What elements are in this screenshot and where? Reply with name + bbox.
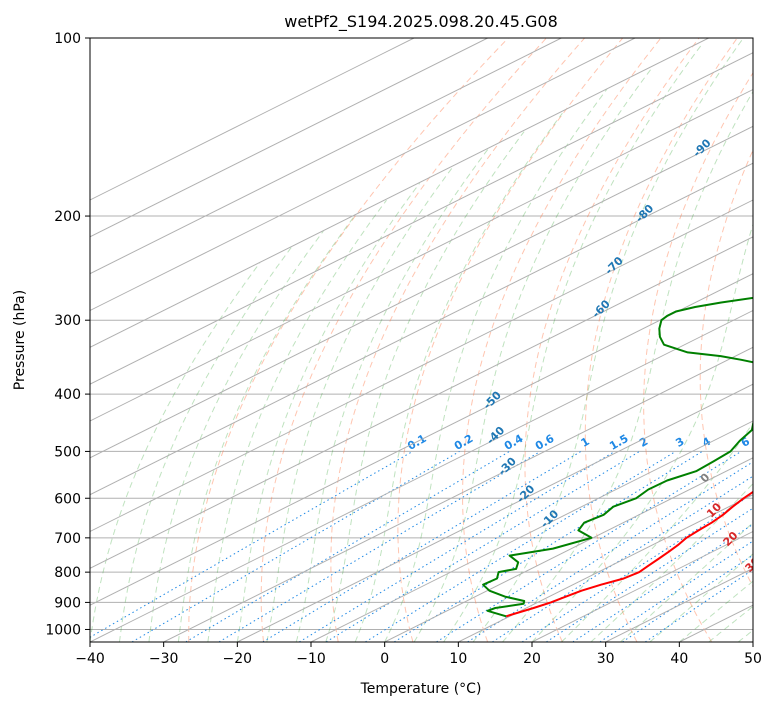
moist-adiabat-line [354, 112, 563, 642]
y-tick-label: 600 [54, 491, 81, 507]
y-tick-label: 200 [54, 209, 81, 225]
moist-adiabat-line [561, 421, 753, 642]
isotherm-line [163, 346, 753, 642]
chart-title: wetPf2_S194.2025.098.20.45.G08 [284, 12, 558, 32]
dry-adiabat-line [462, 38, 662, 642]
moist-adiabat-line [384, 88, 608, 642]
y-tick-label: 300 [54, 313, 81, 329]
y-tick-label: 700 [54, 531, 81, 547]
isotherm-line [384, 457, 753, 642]
dry-adiabat-line [397, 38, 624, 642]
moist-adiabat-line [148, 230, 324, 642]
x-axis-ticks: −40 −30 −20 −10 0 10 20 30 40 50 [75, 642, 762, 667]
moist-adiabat-line [236, 182, 421, 642]
x-tick-label: 0 [380, 651, 389, 667]
mixing-ratio-line [262, 450, 582, 642]
moist-adiabat-line [472, 38, 744, 642]
x-tick-label: 50 [744, 651, 762, 667]
moist-adiabat-line [649, 553, 753, 642]
moist-adiabat-line [177, 215, 355, 642]
x-tick-label: −20 [223, 651, 253, 667]
dry-adiabat-line [584, 38, 738, 642]
mixing-ratio-line [644, 569, 753, 642]
moist-adiabats [90, 38, 753, 642]
moist-adiabat-line [413, 66, 653, 642]
isotherm-line [237, 383, 753, 642]
x-tick-label: −40 [75, 651, 105, 667]
pressure-gridlines [90, 38, 753, 630]
isotherm-line [90, 38, 415, 201]
isotherm-line [90, 38, 636, 312]
mixing-ratio-line [218, 450, 541, 642]
mixing-ratio-line [393, 450, 703, 642]
y-tick-label: 500 [54, 444, 81, 460]
y-tick-label: 800 [54, 565, 81, 581]
x-tick-label: 10 [449, 651, 467, 667]
isotherm-line [90, 88, 753, 422]
isotherm-line [90, 236, 753, 569]
isotherms [90, 38, 753, 642]
mixing-ratio-line [325, 450, 640, 642]
isotherm-line [90, 273, 753, 606]
moist-adiabat-line [90, 262, 261, 642]
mixing-ratio-line [622, 554, 753, 642]
moist-adiabat-line [295, 148, 489, 642]
moist-adiabat-line [207, 199, 387, 642]
mixing-ratio-line [298, 450, 615, 642]
moist-adiabat-line [443, 42, 704, 642]
sounding-series [482, 296, 753, 618]
isotherm-line [90, 162, 753, 496]
dry-adiabat-line [699, 149, 753, 588]
plot-frame [89, 37, 754, 643]
isotherm-line [458, 494, 753, 642]
y-tick-label: 400 [54, 387, 81, 403]
moist-adiabat-line [590, 482, 753, 642]
isotherm-line [90, 38, 562, 275]
isotherm-line [90, 38, 488, 238]
mixing-ratio-line [467, 461, 753, 642]
isotherm-line [90, 125, 753, 459]
isotherm-line [531, 530, 753, 642]
x-tick-label: 20 [523, 651, 541, 667]
y-tick-label: 100 [54, 31, 81, 47]
x-tick-label: 40 [670, 651, 688, 667]
moist-adiabat-line [678, 580, 753, 642]
y-axis-ticks: 100 200 300 400 500 600 700 800 900 1000 [45, 31, 90, 638]
isotherm-line [310, 420, 753, 642]
moist-adiabat-line [266, 167, 453, 642]
dry-adiabat-line [643, 71, 753, 642]
isotherm-line [90, 309, 753, 642]
y-tick-label: 1000 [45, 622, 81, 638]
plot-area: 0.10.20.40.611.52346810131620253036 -100… [90, 38, 763, 642]
moist-adiabat-line [119, 247, 292, 642]
y-axis-label: Pressure (hPa) [12, 290, 28, 390]
dry-adiabat-line [524, 38, 700, 642]
mixing-ratio-line [185, 450, 510, 642]
moist-adiabat-line [325, 131, 525, 642]
moist-adiabat-line [620, 521, 753, 642]
dry-adiabat-line [188, 38, 509, 642]
x-tick-label: −30 [149, 651, 179, 667]
y-tick-label: 900 [54, 595, 81, 611]
temperature-profile-line [505, 490, 753, 618]
mixing-ratio-line [365, 450, 676, 642]
moist-adiabat-line [502, 90, 753, 642]
x-tick-label: 30 [597, 651, 615, 667]
dewpoint-profile-line [482, 296, 753, 618]
isotherm-line [90, 199, 753, 533]
dry-adiabat-line [260, 38, 547, 642]
moist-adiabat-label: 30 [743, 555, 763, 575]
isotherm-line [90, 38, 709, 348]
isotherm-line [90, 52, 753, 385]
x-axis-label: Temperature (°C) [360, 681, 482, 697]
x-tick-label: −10 [296, 651, 326, 667]
